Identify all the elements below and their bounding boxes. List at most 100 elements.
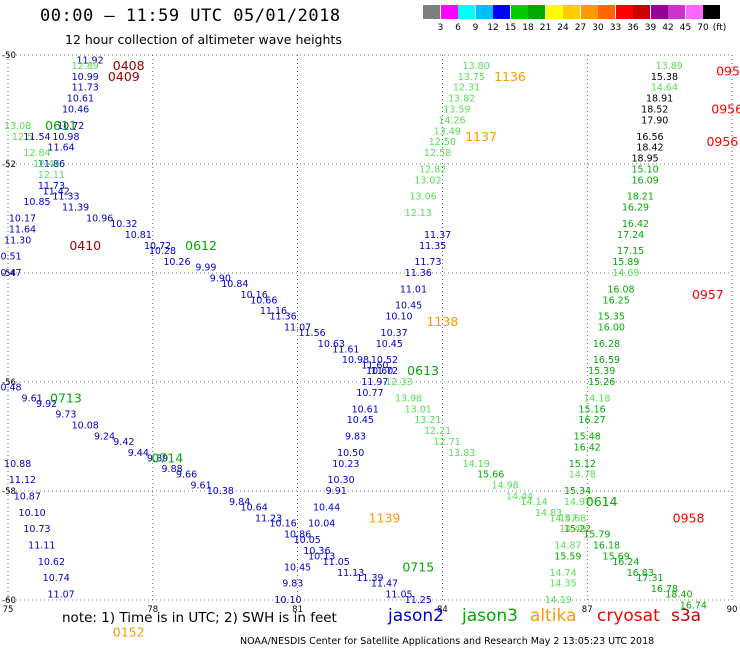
swh-value-jason3: 16.42	[574, 442, 601, 453]
swh-value-jason2: 11.36	[405, 268, 432, 279]
swh-value-jason3: 13.59	[443, 105, 470, 116]
x-tick-label: 78	[147, 605, 158, 615]
swh-value-jason2: 11.23	[255, 513, 282, 524]
colorbar-swatch	[580, 5, 598, 19]
swh-value-jason2: 9.84	[229, 497, 250, 508]
swh-value-jason2: 10.36	[303, 546, 330, 557]
swh-value-jason2: 10.52	[371, 355, 398, 366]
swh-value-jason2: 11.25	[405, 595, 432, 606]
colorbar-swatch	[633, 5, 650, 19]
swh-value-jason3: 12.21	[424, 426, 451, 437]
y-tick-label: -50	[2, 51, 16, 61]
map-title: 00:00 – 11:59 UTC 05/01/2018	[40, 6, 341, 26]
swh-value-jason3: 15.48	[574, 432, 601, 443]
swh-value-jason3: 12.44	[33, 159, 60, 170]
swh-value-jason2: 10.61	[67, 94, 94, 105]
pass-time-label: 1138	[426, 314, 458, 329]
notes-text: note: 1) Time is in UTC; 2) SWH is in fe…	[62, 610, 337, 626]
swh-value-jason3: 12.33	[385, 377, 412, 388]
swh-value-jason2: 10.73	[23, 524, 50, 535]
swh-value-jason2: 11.56	[298, 328, 325, 339]
swh-value-jason3: 14.19	[463, 459, 490, 470]
swh-value-jason2: 10.38	[207, 486, 234, 497]
swh-value-jason3: 16.09	[632, 175, 659, 186]
swh-value-jason3: 12.89	[72, 61, 99, 72]
swh-value-jason2: 10.66	[250, 295, 277, 306]
swh-value-jason2: 9.24	[94, 432, 115, 443]
swh-value-jason2: 10.50	[337, 448, 364, 459]
swh-value-s3a: 18.42	[636, 143, 663, 154]
swh-value-jason2: 11.11	[28, 541, 55, 552]
swh-value-jason2: 11.37	[424, 230, 451, 241]
x-tick-label: 84	[437, 605, 448, 615]
swh-value-jason3: 13.82	[448, 94, 475, 105]
swh-value-jason2: 10.85	[23, 197, 50, 208]
swh-value-s3a: 18.95	[632, 154, 659, 165]
swh-value-jason2: 9.61	[190, 481, 211, 492]
colorbar-label: 36	[627, 23, 639, 33]
swh-value-jason2: 11.36	[270, 312, 297, 323]
swh-value-jason3: 12.13	[405, 208, 432, 219]
swh-value-jason2: 11.35	[419, 241, 446, 252]
colorbar-swatch	[668, 5, 685, 19]
swh-value-jason2: 10.87	[14, 491, 41, 502]
swh-value-jason2: 9.90	[210, 273, 231, 284]
swh-value-jason3: 18.21	[627, 192, 654, 203]
colorbar-label: 39	[644, 23, 657, 33]
legend-jason3: jason3	[462, 606, 518, 626]
swh-value-jason2: 10.10	[385, 312, 412, 323]
swh-value-jason3: 16.42	[622, 219, 649, 230]
swh-value-jason3: 14.97	[564, 497, 591, 508]
swh-value-jason3: 15.34	[564, 486, 591, 497]
pass-time-label: 0957	[692, 287, 724, 302]
colorbar-swatch	[545, 5, 563, 19]
swh-value-jason2: 11.72	[371, 366, 398, 377]
swh-value-jason2: 10.45	[347, 415, 374, 426]
colorbar-swatch	[650, 5, 668, 19]
swh-value-jason3: 12.50	[429, 137, 456, 148]
swh-value-jason2: 10.44	[313, 502, 340, 513]
swh-value-jason2: 11.12	[9, 475, 36, 486]
colorbar-label: 33	[609, 23, 622, 33]
swh-value-jason2: 11.39	[356, 573, 383, 584]
y-tick-label: -58	[2, 487, 16, 497]
swh-value-jason2: 10.16	[241, 290, 268, 301]
swh-value-s3a: 18.91	[646, 94, 673, 105]
swh-value-jason2: 11.64	[47, 143, 74, 154]
swh-value-jason3: 16.83	[627, 568, 654, 579]
pass-time-label: 1137	[465, 129, 497, 144]
swh-value-jason3: 14.87	[554, 541, 581, 552]
swh-value-jason3: 15.26	[588, 377, 615, 388]
swh-value-jason3: 14.57	[549, 513, 576, 524]
x-tick-label: 90	[727, 605, 738, 615]
swh-value-jason2: 10.62	[38, 557, 65, 568]
colorbar-swatch	[685, 5, 703, 19]
swh-value-jason3: 17.15	[617, 246, 644, 257]
swh-value-jason3: 16.74	[680, 600, 707, 611]
swh-value-s3a: 16.56	[636, 132, 663, 143]
swh-value-jason3: 15.12	[569, 459, 596, 470]
swh-value-jason3: 16.28	[593, 339, 620, 350]
swh-value-jason3: 14.44	[506, 491, 533, 502]
swh-value-jason2: 11.47	[371, 579, 398, 590]
swh-value-jason3: 14.64	[651, 83, 678, 94]
swh-value-jason2: 9.88	[162, 464, 183, 475]
pass-time-label: 0408	[113, 58, 145, 73]
colorbar-label: 18	[522, 23, 534, 33]
swh-value-jason2: 10.16	[270, 519, 297, 530]
swh-value-jason3: 14.14	[521, 497, 548, 508]
pass-time-label: 0152	[113, 625, 145, 640]
swh-value-jason3: 14.98	[492, 481, 519, 492]
x-tick-label: 75	[3, 605, 14, 615]
swh-value-jason2: 11.73	[38, 181, 65, 192]
swh-value-jason3: 15.79	[583, 530, 610, 541]
swh-value-jason2: 10.86	[284, 530, 311, 541]
swh-value-jason2: 10.17	[9, 214, 36, 225]
swh-value-jason2: 10.47	[0, 268, 22, 279]
swh-value-jason2: 9.89	[147, 453, 168, 464]
swh-value-s3a: 17.90	[641, 115, 668, 126]
swh-value-jason2: 9.83	[345, 432, 366, 443]
swh-value-jason2: 10.51	[0, 252, 22, 263]
swh-value-jason3: 13.02	[414, 175, 441, 186]
swh-value-jason3: 14.83	[535, 508, 562, 519]
